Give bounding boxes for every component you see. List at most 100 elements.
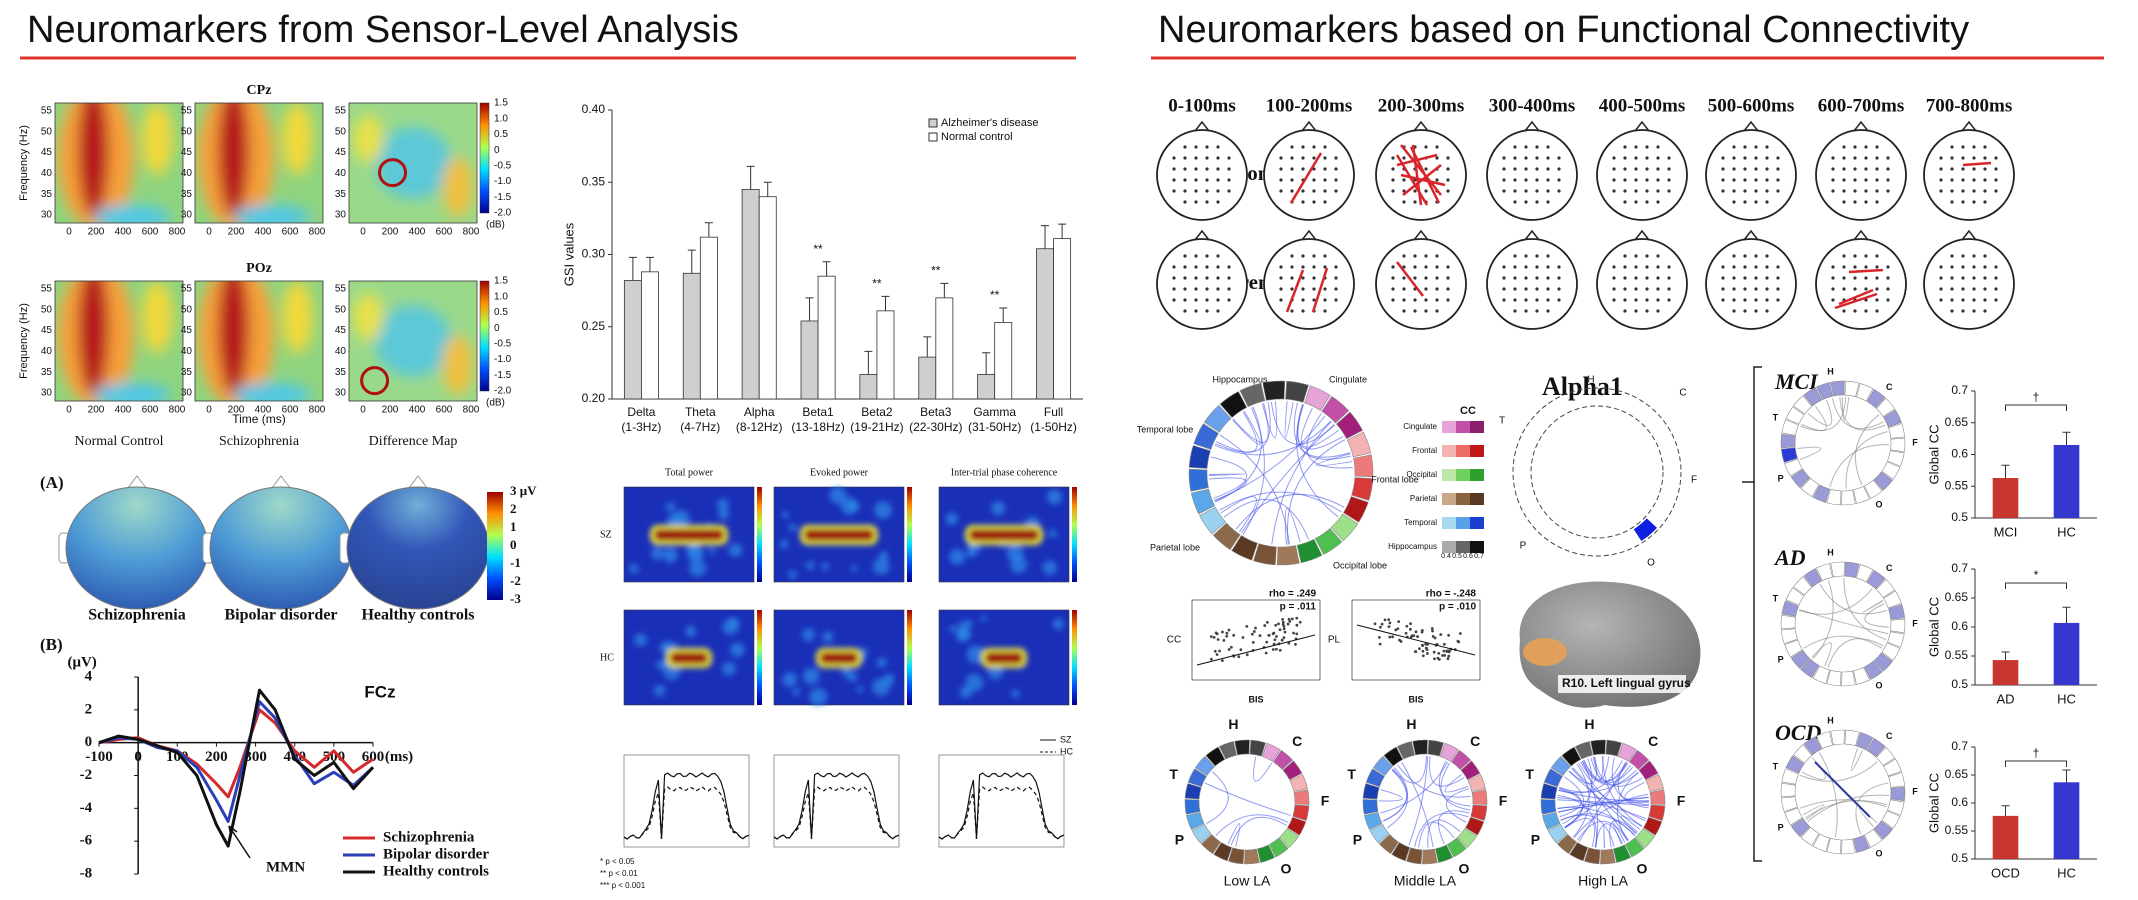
ring-segment — [1863, 479, 1883, 499]
connection — [1285, 269, 1305, 313]
electrode — [1732, 156, 1736, 160]
chord — [1215, 814, 1289, 837]
electrode — [1875, 167, 1879, 171]
ring-segment — [1830, 561, 1845, 578]
bar — [758, 196, 777, 400]
colorbar-label: 0 — [510, 537, 517, 552]
ring-segment — [1289, 773, 1308, 792]
electrode — [1524, 309, 1528, 313]
electrode — [1227, 156, 1231, 160]
head — [1156, 238, 1248, 330]
electrode — [1513, 178, 1517, 182]
electrode — [1312, 254, 1316, 258]
scatter-point — [1250, 632, 1254, 636]
head — [1263, 238, 1355, 330]
nose — [1413, 229, 1429, 241]
electrode — [1301, 254, 1305, 258]
ring-segment — [1369, 823, 1390, 844]
electrode — [1961, 254, 1965, 258]
ring-segment — [1866, 569, 1886, 590]
scatter-point — [1446, 657, 1450, 661]
electrode — [1557, 189, 1561, 193]
colorbar-label: 1.5 — [494, 276, 508, 287]
electrode — [1842, 156, 1846, 160]
electrode — [1546, 145, 1550, 149]
blob — [803, 667, 820, 685]
heatmap-title: POz — [246, 261, 272, 276]
electrode — [1227, 276, 1231, 280]
electrode — [1776, 265, 1780, 269]
scatter-point — [1394, 628, 1398, 632]
electrode — [1864, 145, 1868, 149]
ring-segment — [1826, 488, 1842, 506]
colorbar — [907, 610, 912, 705]
x-tick-label: 0 — [66, 405, 72, 416]
legend-label: HC — [1060, 746, 1073, 756]
electrode — [1502, 167, 1506, 171]
electrode — [1983, 200, 1987, 204]
colorbar-label: 0.5 — [494, 129, 508, 140]
electrode — [1183, 254, 1187, 258]
ring-segment — [1186, 812, 1205, 831]
electrode — [1502, 276, 1506, 280]
ring-letter: T — [1773, 594, 1779, 604]
ring-segment — [1638, 760, 1659, 781]
nose — [1301, 229, 1317, 241]
electrode — [1183, 309, 1187, 313]
ring-letter: O — [1875, 849, 1882, 859]
ring-segment — [1790, 468, 1811, 489]
window-label: 600-700ms — [1818, 95, 1905, 116]
scatter-point — [1215, 653, 1219, 656]
y-axis-label: Frequency (Hz) — [18, 303, 30, 379]
ring-segment — [1200, 834, 1221, 855]
electrode — [1413, 298, 1417, 302]
electrode — [1656, 298, 1660, 302]
electrode — [1743, 167, 1747, 171]
electrode — [1961, 298, 1965, 302]
significance: * — [2034, 568, 2039, 582]
ring-letter: H — [1827, 715, 1834, 725]
ring-segment — [1780, 614, 1796, 630]
chord — [1818, 752, 1838, 838]
ring-segment — [1883, 590, 1902, 609]
electrode — [1227, 178, 1231, 182]
blob — [963, 619, 973, 629]
ring-segment — [1188, 468, 1209, 492]
ring-segment — [1826, 669, 1842, 687]
electrode — [1939, 287, 1943, 291]
y-tick-label: 0.65 — [1945, 590, 1969, 604]
la-label: Middle LA — [1394, 873, 1457, 889]
scatter-point — [1282, 627, 1286, 631]
y-tick-label: -6 — [80, 833, 93, 849]
nose — [1853, 229, 1869, 241]
electrode — [1732, 276, 1736, 280]
ring-letter: F — [1677, 793, 1686, 809]
chord — [1444, 773, 1469, 793]
significance: ** — [990, 288, 1000, 302]
scatter-point — [1281, 622, 1285, 626]
electrode — [1853, 200, 1857, 204]
electrode — [1972, 254, 1976, 258]
electrode — [1765, 178, 1769, 182]
electrode — [1612, 287, 1616, 291]
x-axis-label: BIS — [1408, 694, 1423, 704]
blob — [374, 305, 452, 377]
x-tick-label: 400 — [409, 405, 426, 416]
tf-title: Inter-trial phase coherence — [951, 467, 1058, 478]
ring-segment — [1645, 773, 1664, 792]
ring-letter: T — [1347, 766, 1356, 782]
electrode — [1402, 287, 1406, 291]
electrode — [1513, 167, 1517, 171]
scatter-point — [1418, 647, 1421, 651]
electrode — [1743, 276, 1747, 280]
chord — [1438, 810, 1470, 844]
electrode — [1765, 189, 1769, 193]
ring-segment — [1784, 807, 1803, 826]
scatter-point — [1433, 636, 1437, 640]
blob — [78, 103, 109, 217]
electrode — [1983, 189, 1987, 193]
electrode — [1623, 276, 1627, 280]
chord — [1219, 434, 1290, 545]
ring-letter: T — [1525, 766, 1534, 782]
nose — [1524, 120, 1540, 132]
